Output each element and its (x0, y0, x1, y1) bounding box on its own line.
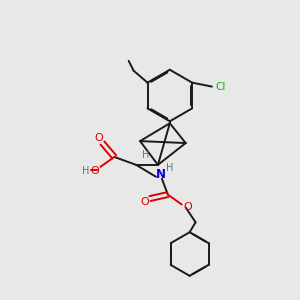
Text: H: H (142, 150, 150, 160)
Text: O: O (183, 202, 192, 212)
Text: O: O (141, 196, 149, 206)
Text: Cl: Cl (215, 82, 225, 92)
Text: H: H (82, 166, 89, 176)
Text: H: H (166, 163, 173, 173)
Text: N: N (156, 168, 166, 181)
Text: O: O (94, 133, 103, 143)
Text: O: O (90, 166, 99, 176)
